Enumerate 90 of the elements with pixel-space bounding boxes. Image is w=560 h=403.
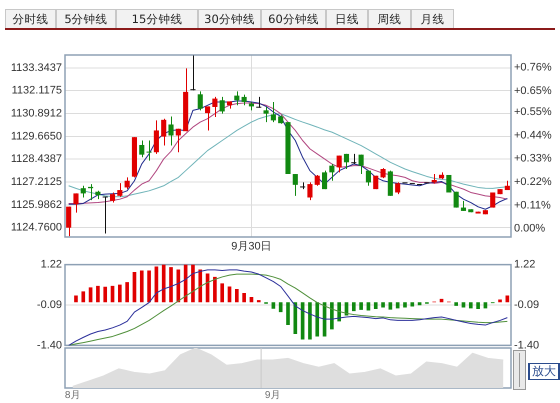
y2-tick-label: +0.55%	[514, 106, 552, 118]
y-tick-label: 1133.3437	[10, 62, 62, 74]
text: 分时线	[5, 9, 56, 28]
text: 5分钟线	[56, 9, 116, 28]
text: 周线	[368, 9, 411, 28]
bar	[315, 302, 320, 336]
bar	[242, 292, 246, 302]
bar	[88, 287, 92, 302]
bar	[403, 302, 407, 308]
y2-tick-label: +0.22%	[514, 176, 552, 188]
y-tick-label: 1130.8912	[10, 108, 62, 120]
y-tick-label: 1132.1175	[12, 84, 62, 97]
text: 日线	[326, 9, 368, 28]
bar	[484, 302, 488, 308]
bar	[96, 286, 100, 302]
bar	[359, 302, 363, 310]
y2-tick-label: +0.44%	[514, 129, 552, 142]
text: 60分钟线	[261, 9, 326, 28]
y2-tick-label: +0.11%	[514, 199, 552, 212]
bar	[191, 264, 195, 302]
bar	[125, 282, 129, 302]
x-tick-label: 8月	[64, 390, 80, 401]
bar	[286, 302, 290, 326]
y-tick-label: -1.40	[36, 339, 62, 352]
bar	[118, 284, 122, 302]
bar	[132, 272, 136, 302]
bar	[228, 286, 232, 302]
bar	[308, 302, 312, 340]
bar	[498, 299, 502, 302]
bar	[140, 270, 144, 302]
bar	[396, 302, 400, 308]
text: 放大	[528, 363, 560, 380]
bar	[366, 302, 370, 311]
candlestick	[80, 185, 86, 198]
bar	[300, 302, 304, 340]
y-tick-label: 1127.2125	[10, 176, 62, 188]
bar	[476, 302, 480, 310]
bar	[213, 276, 217, 302]
bar	[272, 302, 276, 309]
y2-tick-label: +0.33%	[514, 152, 552, 165]
bar	[154, 266, 158, 302]
bar	[278, 302, 283, 312]
bar	[454, 302, 458, 306]
y2-tick-label: 0.00%	[514, 222, 546, 235]
bar	[74, 295, 78, 302]
bar	[381, 302, 385, 308]
y-tick-label: -0.09	[36, 299, 62, 312]
bar	[169, 267, 173, 302]
y2-tick-label: -0.09	[514, 299, 540, 312]
bar	[462, 302, 466, 308]
bar	[352, 302, 356, 312]
candlestick	[256, 96, 262, 108]
bar	[162, 264, 166, 302]
text: 30分钟线	[198, 9, 261, 28]
bar	[250, 296, 254, 302]
y2-tick-label: +0.76%	[514, 62, 552, 74]
bar	[293, 302, 298, 334]
candlestick	[351, 153, 356, 164]
x-tick-label: 9月	[264, 390, 280, 401]
y-tick-label: 1128.4387	[10, 153, 62, 166]
bar	[147, 270, 151, 302]
bar	[506, 295, 510, 302]
bar	[410, 302, 414, 307]
bar	[388, 302, 392, 310]
y-tick-label: 1129.6650	[10, 130, 62, 142]
bar	[440, 298, 444, 302]
x-tick-label: 9月30日	[231, 240, 272, 253]
bar	[322, 302, 326, 336]
bar	[110, 286, 114, 302]
y-tick-label: 1.22	[40, 258, 62, 271]
candlestick	[432, 174, 437, 184]
bar	[344, 302, 348, 316]
y2-tick-label: +0.65%	[514, 85, 552, 98]
bar	[374, 302, 378, 310]
bar	[468, 302, 473, 308]
bar	[234, 288, 239, 302]
candlestick	[102, 196, 108, 234]
text: 月线	[411, 9, 454, 28]
bar	[330, 302, 334, 330]
bar	[220, 283, 224, 302]
y-tick-label: 1124.7600	[10, 222, 62, 234]
bar	[418, 302, 422, 306]
text: 15分钟线	[116, 9, 198, 28]
y2-tick-label: -1.40	[514, 339, 540, 352]
candlestick	[314, 174, 320, 186]
bar	[81, 291, 86, 302]
y2-tick-label: 1.22	[514, 258, 536, 271]
y-tick-label: 1125.9862	[10, 198, 62, 211]
bar	[103, 286, 108, 302]
bar	[206, 274, 210, 302]
